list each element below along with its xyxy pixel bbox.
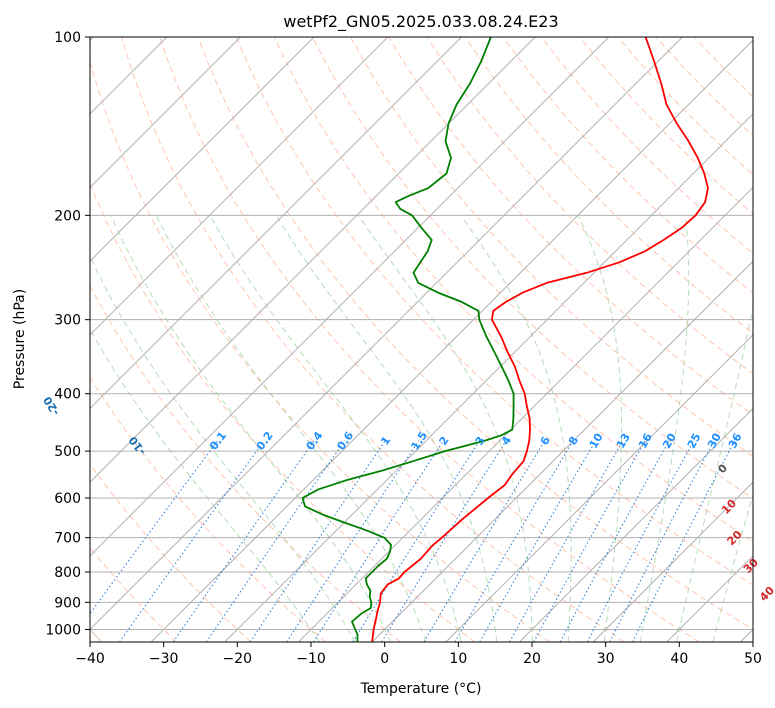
moist-adiabat-line — [460, 215, 572, 642]
mixing-ratio-line — [509, 440, 624, 642]
isotherm-line — [445, 334, 753, 642]
dry-adiabat-line — [235, 37, 753, 586]
isotherm-line — [90, 37, 610, 557]
x-tick-label: 50 — [744, 651, 762, 667]
mixing-ratio-line — [479, 440, 597, 642]
y-tick-label: 800 — [54, 565, 81, 581]
x-tick-label: −10 — [296, 651, 326, 667]
x-tick-label: 0 — [380, 651, 389, 667]
moist-adiabat-line — [639, 215, 690, 642]
x-tick-label: 10 — [449, 651, 467, 667]
dewpoint-profile-line — [301, 37, 515, 642]
mixing-ratio-line — [454, 440, 574, 642]
dry-adiabat-line — [121, 37, 625, 642]
moist-adiabat-line — [357, 215, 533, 642]
isotherm-line — [90, 37, 241, 189]
isotherm-line — [592, 481, 753, 642]
dry-adiabat-line — [311, 37, 753, 500]
moist-adiabat-line — [90, 255, 356, 642]
y-tick-label: 100 — [54, 30, 81, 46]
mixing-ratio-line — [559, 440, 670, 642]
y-tick-label: 700 — [54, 531, 81, 547]
mixing-ratio-line — [249, 440, 386, 642]
isotherm-line — [519, 407, 753, 642]
mixing-ratio-label: 25 — [685, 431, 704, 451]
mixing-ratio-line — [533, 440, 646, 642]
y-axis-label: Pressure (hPa) — [12, 289, 28, 389]
dry-adiabats — [90, 37, 753, 642]
y-tick-label: 1000 — [45, 622, 81, 638]
y-axis: 100 200 300 400 500 600 700 800 900 1000 — [45, 30, 90, 638]
mixing-ratio-line — [381, 440, 507, 642]
dry-adiabat-line — [197, 37, 753, 630]
y-tick-label: 300 — [54, 313, 81, 329]
moist-adiabat-line — [209, 215, 462, 642]
series-lines — [301, 37, 709, 642]
mixing-ratio-line — [119, 440, 265, 642]
mixing-ratio-label: 36 — [726, 431, 745, 451]
moist-adiabat-line — [90, 327, 321, 642]
isotherm-line — [371, 260, 753, 642]
grid — [90, 37, 753, 642]
isotherm-line — [90, 37, 462, 410]
mixing-ratio-line — [172, 440, 315, 642]
chart-title: wetPf2_GN05.2025.033.08.24.E23 — [283, 12, 558, 32]
y-tick-label: 400 — [54, 387, 81, 403]
x-tick-label: −20 — [223, 651, 253, 667]
isotherm-line — [224, 113, 753, 642]
moist-adiabat-line — [110, 215, 392, 642]
y-tick-label: 200 — [54, 208, 81, 224]
isotherm-line — [150, 39, 753, 642]
isotherm-line — [90, 37, 315, 262]
dry-adiabat-line — [502, 37, 753, 294]
mixing-ratio-line — [90, 440, 219, 615]
mixing-ratio-line — [352, 440, 481, 642]
dry-adiabat-line — [90, 376, 327, 642]
mixing-ratio-line — [286, 440, 420, 642]
isotherm-line — [298, 186, 753, 642]
dry-adiabat-line — [90, 60, 551, 642]
y-tick-label: 900 — [54, 595, 81, 611]
x-axis-label: Temperature (°C) — [360, 681, 482, 697]
isotherm-line — [90, 37, 683, 631]
temperature-profile-line — [371, 37, 709, 642]
x-tick-label: 20 — [523, 651, 541, 667]
x-tick-label: 40 — [670, 651, 688, 667]
y-tick-label: 600 — [54, 491, 81, 507]
isotherm-line — [90, 37, 536, 483]
dry-adiabat-line — [90, 463, 252, 642]
x-tick-label: −40 — [75, 651, 105, 667]
mixing-ratio-line — [423, 440, 546, 642]
x-axis: −40 −30 −20 −10 0 10 20 30 40 50 — [75, 642, 762, 667]
mixing-ratio-lines — [90, 440, 736, 642]
isotherm-line — [90, 37, 389, 336]
plot-frame — [89, 36, 754, 643]
moist-adiabat-line — [577, 215, 623, 642]
dry-adiabat-line — [159, 37, 700, 642]
mixing-ratio-line — [632, 440, 736, 642]
mixing-ratio-line — [313, 440, 445, 642]
dry-adiabat-line — [273, 37, 753, 543]
x-tick-label: −30 — [149, 651, 179, 667]
y-tick-label: 500 — [54, 444, 81, 460]
x-tick-label: 30 — [597, 651, 615, 667]
